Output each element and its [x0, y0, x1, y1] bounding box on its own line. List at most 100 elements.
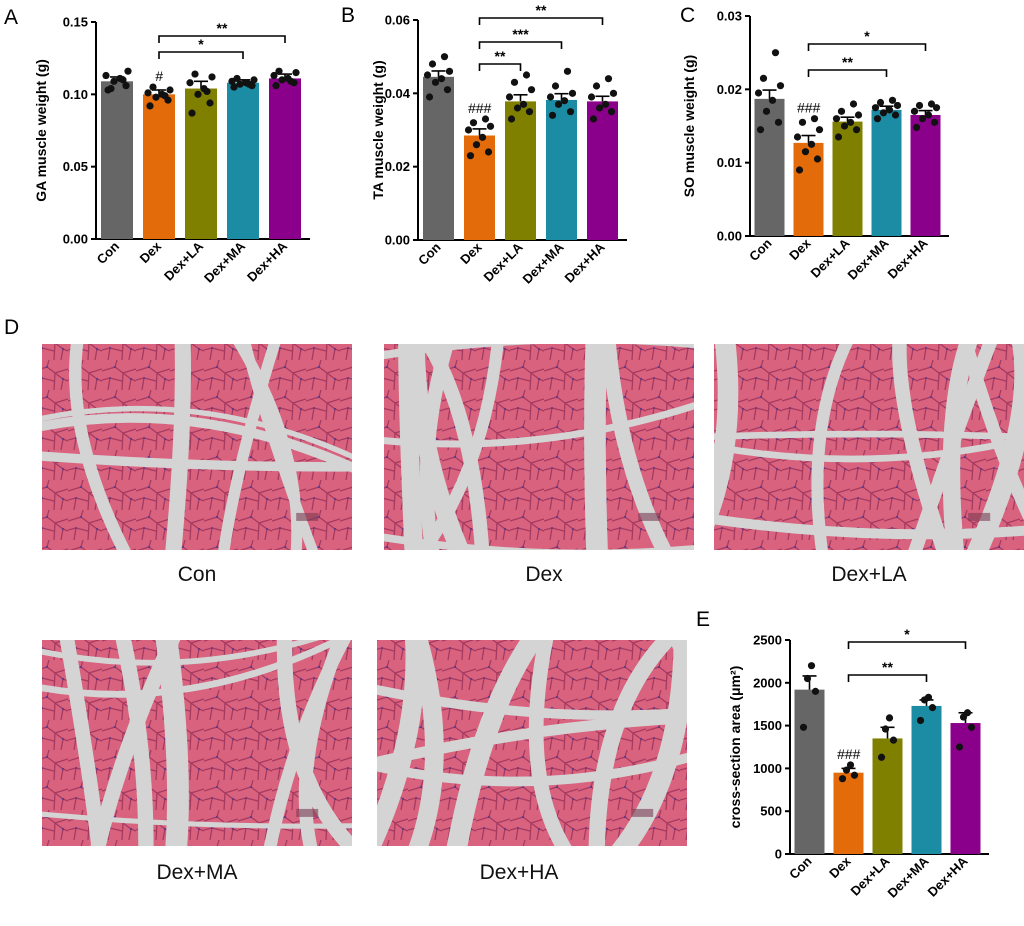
category-label-con: Con [415, 239, 444, 268]
histology-stroma-channel [420, 344, 490, 550]
y-axis-label: cross-section area (μm²) [727, 666, 743, 829]
bar-dex-ha [910, 115, 941, 236]
histology-stroma-crossing [384, 344, 694, 360]
histology-content [714, 344, 1024, 550]
data-point-dex-ma [916, 716, 925, 725]
data-point-con [440, 53, 449, 61]
data-point-dex-la [519, 100, 528, 108]
significance-label: * [864, 28, 870, 44]
bar-dex [143, 94, 175, 239]
data-point-dex-la [522, 71, 531, 79]
bar-con [423, 76, 454, 240]
significance-label: ** [217, 20, 228, 36]
data-point-dex [807, 140, 816, 148]
histology-stroma-crossing [42, 640, 346, 698]
data-point-dex-la [834, 133, 843, 141]
data-point-con [428, 60, 437, 68]
data-point-dex-la [186, 79, 194, 87]
bar-dex-ha [587, 101, 618, 241]
y-tick-label: 0.03 [717, 9, 742, 24]
data-point-dex-ha [595, 104, 604, 112]
histology-stroma-channel [416, 344, 504, 550]
category-label-dex-ha: Dex+HA [244, 238, 291, 285]
significance-bracket [847, 674, 928, 682]
data-point-dex-la [513, 104, 522, 112]
data-point-dex-ha [918, 115, 927, 123]
significance-marker-dex: ### [837, 746, 861, 762]
y-tick-label: 2500 [753, 633, 782, 648]
data-point-dex-ha [292, 69, 300, 77]
histology-stroma-channel [298, 640, 348, 846]
histology-stroma-crossing [42, 405, 352, 460]
histology-stroma-channel [892, 344, 952, 550]
data-point-dex-la [832, 115, 841, 123]
category-label-dex-ha: Dex+HA [562, 239, 609, 286]
panel-letter-d: D [4, 316, 19, 339]
significance-label: ** [536, 2, 547, 18]
y-tick-label: 0.00 [63, 232, 88, 247]
data-point-dex [478, 133, 487, 141]
histology-label-dex-ha: Dex+HA [480, 861, 559, 884]
data-point-dex [842, 766, 851, 774]
data-point-dex-ma [893, 101, 902, 110]
histology-label-dex-ma: Dex+MA [156, 861, 237, 884]
histology-stroma-channel [600, 344, 673, 550]
data-point-dex-ma [551, 82, 560, 90]
data-point-dex-ma [888, 96, 897, 104]
data-point-con [771, 49, 780, 57]
data-point-con [437, 75, 446, 83]
y-tick-label: 500 [760, 804, 782, 819]
category-label-dex: Dex [786, 235, 814, 263]
data-point-dex-ha [589, 115, 598, 123]
significance-bracket [847, 641, 967, 649]
histology-label-con: Con [178, 563, 217, 586]
data-point-dex-la [525, 108, 534, 116]
significance-bracket [478, 63, 522, 71]
data-point-dex [846, 761, 855, 769]
data-point-dex-la [837, 107, 846, 115]
data-point-dex-ha [609, 89, 618, 97]
histology-image-con [42, 344, 352, 550]
data-point-dex-ma [230, 83, 238, 91]
data-point-dex-ha [915, 101, 924, 110]
data-point-dex-ha [270, 71, 278, 80]
data-point-dex-ma [560, 97, 569, 105]
scale-bar [296, 512, 319, 521]
data-point-dex-ma [876, 98, 885, 107]
y-tick-label: 0 [775, 847, 782, 862]
category-label-dex: Dex [457, 239, 485, 267]
bar-dex-la [872, 738, 903, 854]
data-point-dex-la [191, 70, 199, 78]
significance-bracket [478, 17, 604, 25]
significance-bracket [158, 51, 244, 59]
y-tick-label: 0.10 [63, 87, 88, 102]
data-point-dex-ha [272, 82, 280, 90]
data-point-dex-ma [554, 100, 563, 108]
significance-label: * [904, 626, 910, 642]
data-point-dex-la [203, 87, 211, 96]
data-point-con [803, 674, 812, 683]
data-point-dex-ha [963, 709, 972, 717]
y-axis-label: TA muscle weight (g) [370, 60, 386, 199]
data-point-dex [813, 155, 822, 163]
histology-content [377, 640, 687, 846]
data-point-dex-ha [287, 77, 295, 85]
significance-marker-dex: ### [468, 100, 492, 116]
histology-stroma-channel [69, 344, 131, 550]
scale-bar [638, 512, 661, 521]
histology-stroma-crossing [714, 436, 1024, 463]
scale-bar [968, 512, 991, 521]
histology-stroma-channel [528, 640, 572, 846]
data-point-dex [850, 771, 859, 779]
histology-stroma-channel [714, 344, 739, 528]
data-point-con [811, 687, 820, 695]
data-point-con [799, 723, 808, 731]
histology-stroma-crossing [377, 684, 687, 721]
data-point-dex [152, 93, 160, 101]
panel-letter-c: C [680, 4, 695, 27]
histology-stroma-crossing [714, 430, 1024, 441]
panel-letter-b: B [341, 4, 355, 27]
data-point-dex [166, 86, 174, 94]
chart-ga-muscle-weight: 0.00 0.05 0.10 0.15 GA muscle weight (g) Con D… [33, 15, 310, 286]
data-point-dex-ma [568, 89, 577, 97]
